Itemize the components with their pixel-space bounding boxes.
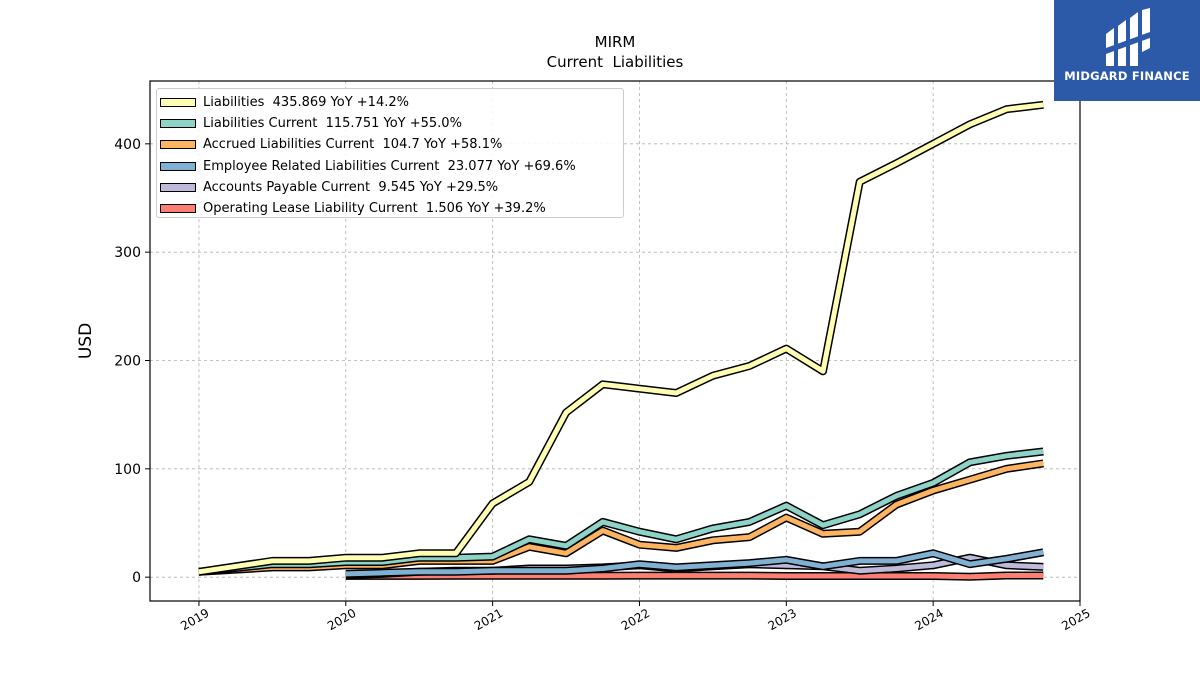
chart-title: MIRM <box>595 33 636 51</box>
y-tick-label: 400 <box>114 137 141 153</box>
legend-item: Liabilities 435.869 YoY +14.2% <box>157 92 623 113</box>
series-line-employee-related-liabilities-current <box>345 549 1044 577</box>
y-tick-label: 0 <box>132 570 141 586</box>
series-lines <box>198 100 1044 581</box>
x-tick-label: 2021 <box>472 606 505 633</box>
y-tick-label: 200 <box>114 354 141 370</box>
legend-item: Operating Lease Liability Current 1.506 … <box>157 198 623 219</box>
series-line-operating-lease-liability-current <box>345 573 1044 580</box>
legend-label: Liabilities Current 115.751 YoY +55.0% <box>203 116 462 132</box>
x-tick-label: 2022 <box>619 606 652 633</box>
legend-swatch <box>160 140 196 150</box>
legend-item: Liabilities Current 115.751 YoY +55.0% <box>157 113 623 134</box>
x-tick-label: 2019 <box>178 606 211 633</box>
legend-swatch <box>160 204 196 214</box>
x-tick-label: 2024 <box>912 606 945 633</box>
brand-name: MIDGARD FINANCE <box>1064 69 1190 83</box>
legend-item: Employee Related Liabilities Current 23.… <box>157 156 623 177</box>
legend-label: Employee Related Liabilities Current 23.… <box>203 158 576 174</box>
y-axis-label: USD <box>76 323 96 359</box>
y-tick-label: 100 <box>114 462 141 478</box>
series-line-liabilities-current <box>198 449 1044 575</box>
legend-label: Accounts Payable Current 9.545 YoY +29.5… <box>203 179 499 195</box>
legend-label: Accrued Liabilities Current 104.7 YoY +5… <box>203 137 503 153</box>
legend-label: Liabilities 435.869 YoY +14.2% <box>203 95 409 111</box>
y-tick-label: 300 <box>114 245 141 261</box>
legend-swatch <box>160 119 196 129</box>
x-tick-label: 2023 <box>766 606 799 633</box>
midgard-logo-icon <box>1106 8 1150 66</box>
legend-swatch <box>160 161 196 171</box>
x-tick-label: 2020 <box>325 606 358 633</box>
legend: Liabilities 435.869 YoY +14.2% Liabilitie… <box>156 88 624 218</box>
series-line-liabilities <box>198 102 1044 575</box>
chart-subtitle: Current Liabilities <box>547 53 684 71</box>
legend-item: Accrued Liabilities Current 104.7 YoY +5… <box>157 134 623 155</box>
legend-swatch <box>160 182 196 192</box>
legend-label: Operating Lease Liability Current 1.506 … <box>203 201 546 217</box>
legend-item: Accounts Payable Current 9.545 YoY +29.5… <box>157 177 623 198</box>
plot-frame <box>149 80 1081 602</box>
x-tick-label: 2025 <box>1059 606 1092 633</box>
brand-logo: MIDGARD FINANCE <box>1054 0 1200 101</box>
legend-swatch <box>160 98 196 108</box>
